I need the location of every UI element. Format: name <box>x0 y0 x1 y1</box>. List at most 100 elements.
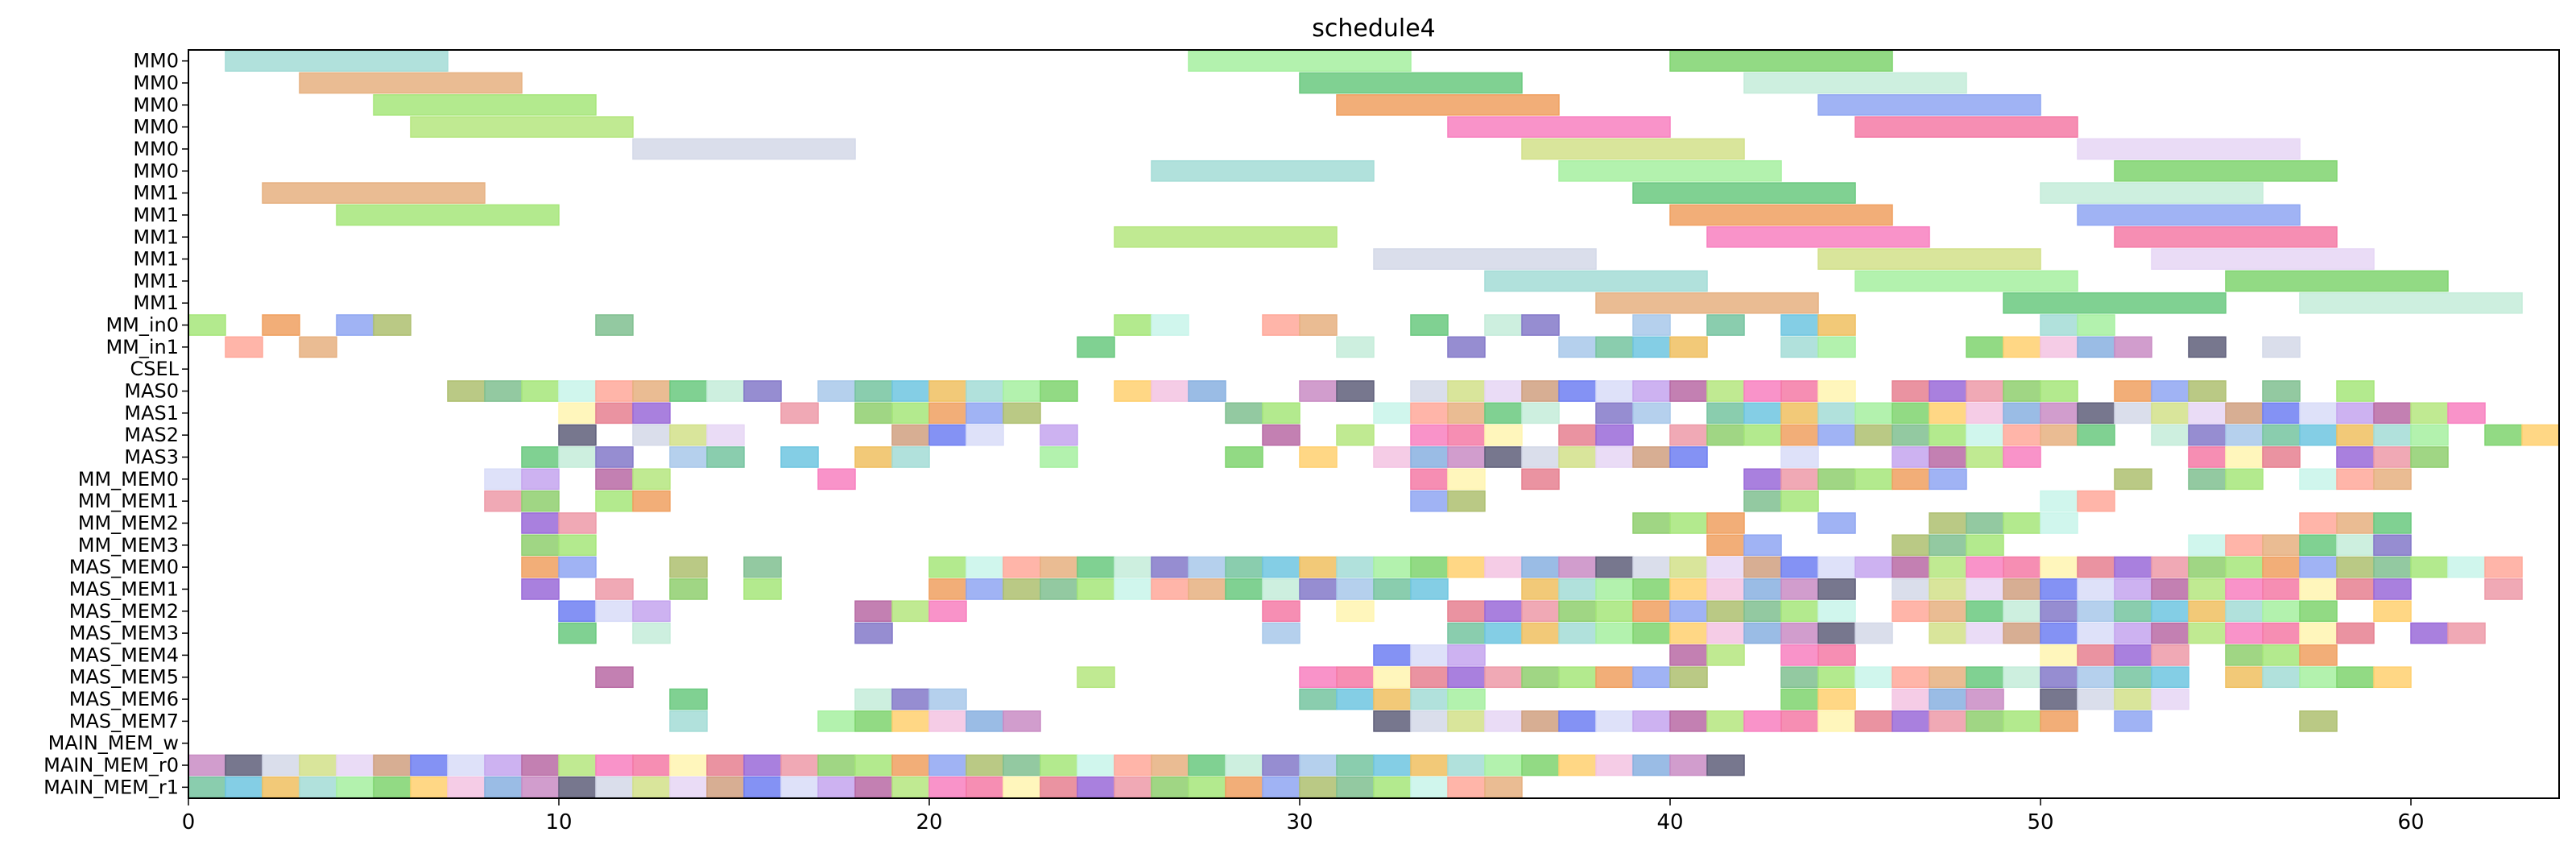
task-bar <box>188 754 226 776</box>
task-bar <box>1262 578 1300 600</box>
task-bar <box>928 688 967 710</box>
task-bar <box>2077 556 2115 578</box>
task-bar <box>928 776 967 798</box>
task-bar <box>2410 424 2449 446</box>
task-bar <box>2410 556 2449 578</box>
task-bar <box>484 490 523 512</box>
task-bar <box>1447 556 1486 578</box>
task-bar <box>2151 424 2189 446</box>
task-bar <box>299 72 523 94</box>
y-tick-label: MM0 <box>133 159 179 182</box>
task-bar <box>1780 424 1819 446</box>
task-bar <box>2114 402 2152 424</box>
task-bar <box>521 754 560 776</box>
task-bar <box>1521 600 1560 623</box>
task-bar <box>1077 336 1115 358</box>
task-bar <box>1040 446 1078 468</box>
task-bar <box>2114 688 2152 710</box>
task-bar <box>2299 468 2338 491</box>
task-bar <box>1854 270 2078 292</box>
task-bar <box>1929 578 1967 600</box>
task-bar <box>2336 402 2375 424</box>
task-bar <box>1040 556 1078 578</box>
task-bar <box>225 776 263 798</box>
task-bar <box>1706 600 1745 623</box>
task-bar <box>1706 226 1930 248</box>
task-bar <box>1780 622 1819 644</box>
task-bar <box>1558 159 1782 182</box>
task-bar <box>1595 292 1819 314</box>
task-bar <box>1410 556 1449 578</box>
task-bar <box>1743 600 1782 623</box>
task-bar <box>1892 600 1930 623</box>
task-bar <box>2225 578 2264 600</box>
task-bar <box>2077 688 2115 710</box>
task-bar <box>1077 754 1115 776</box>
task-bar <box>1299 556 1338 578</box>
task-bar <box>2114 578 2152 600</box>
task-bar <box>2336 534 2375 557</box>
task-bar <box>2040 314 2078 336</box>
task-bar <box>854 622 893 644</box>
task-bar <box>521 556 560 578</box>
task-bar <box>595 754 634 776</box>
task-bar <box>2040 182 2264 204</box>
task-bar <box>2225 468 2264 491</box>
y-tick-label: MAS_MEM7 <box>69 710 179 732</box>
task-bar <box>1558 710 1597 732</box>
task-bar <box>1632 512 1671 534</box>
task-bar <box>1743 380 1782 402</box>
task-bar <box>2003 446 2041 468</box>
task-bar <box>1706 754 1745 776</box>
task-bar <box>1817 688 1856 710</box>
task-bar <box>1817 666 1856 689</box>
task-bar <box>1521 622 1560 644</box>
y-tick-label: MM1 <box>133 270 179 292</box>
task-bar <box>1040 754 1078 776</box>
task-bar <box>1892 380 1930 402</box>
task-bar <box>336 754 374 776</box>
task-bar <box>1262 402 1300 424</box>
task-bar <box>2003 578 2041 600</box>
task-bar <box>2447 622 2486 644</box>
task-bar <box>2373 402 2412 424</box>
task-bar <box>1114 776 1152 798</box>
task-bar <box>1336 380 1375 402</box>
task-bar <box>854 600 893 623</box>
task-bar <box>558 622 597 644</box>
task-bar <box>1929 600 1967 623</box>
task-bar <box>1854 116 2078 138</box>
task-bar <box>1892 556 1930 578</box>
task-bar <box>1929 468 1967 491</box>
x-tick-label: 20 <box>916 810 942 834</box>
task-bar <box>1966 666 2004 689</box>
task-bar <box>447 754 486 776</box>
y-tick-label: MAS0 <box>124 380 179 403</box>
y-tick-label: CSEL <box>130 358 179 380</box>
task-bar <box>2114 159 2338 182</box>
task-bar <box>521 776 560 798</box>
task-bar <box>1966 534 2004 557</box>
task-bar <box>2262 600 2301 623</box>
task-bar <box>1669 710 1708 732</box>
task-bar <box>336 314 374 336</box>
task-bar <box>2262 336 2301 358</box>
task-bar <box>1447 424 1486 446</box>
task-bar <box>2114 556 2152 578</box>
task-bar <box>1003 710 1041 732</box>
y-tick-label: MM_MEM0 <box>78 468 179 491</box>
task-bar <box>780 446 819 468</box>
task-bar <box>1336 556 1375 578</box>
task-bar <box>1780 644 1819 666</box>
task-bar <box>2484 424 2523 446</box>
y-tick-label: MM1 <box>133 204 179 226</box>
y-tick-label: MM1 <box>133 248 179 271</box>
x-tick-label: 60 <box>2397 810 2424 834</box>
task-bar <box>1892 534 1930 557</box>
task-bar <box>2040 380 2078 402</box>
task-bar <box>299 776 337 798</box>
task-bar <box>1669 204 1893 226</box>
task-bar <box>299 754 337 776</box>
task-bar <box>2114 380 2152 402</box>
task-bar <box>2484 556 2523 578</box>
